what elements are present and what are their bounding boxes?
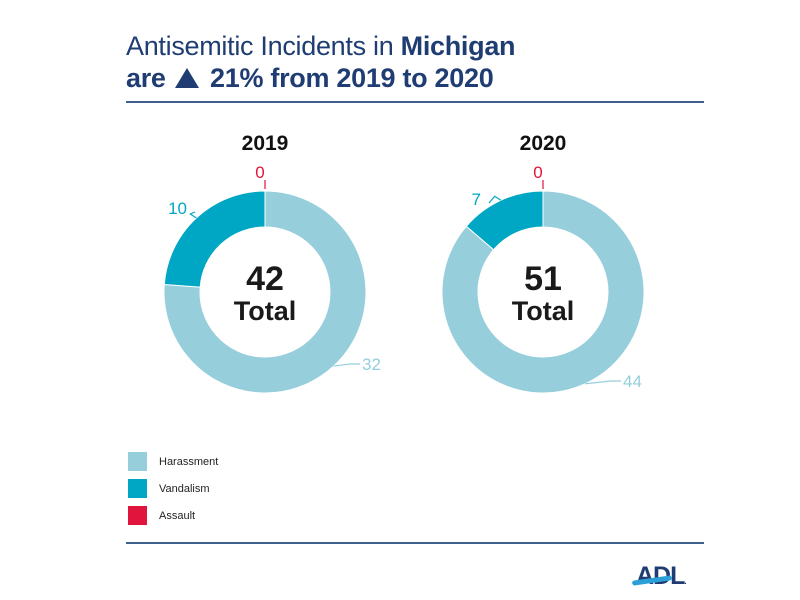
bottom-divider — [126, 542, 704, 544]
data-label-vandalism: 10 — [168, 199, 187, 218]
donut-slice-vandalism — [163, 190, 266, 288]
adl-logo: ADL. — [631, 562, 687, 591]
donut-slice-vandalism — [465, 190, 544, 251]
title-line-1: Antisemitic Incidents in Michigan — [126, 30, 516, 62]
legend-label: Assault — [159, 509, 196, 522]
legend-label: Harassment — [159, 455, 219, 468]
data-label-vandalism: 7 — [472, 190, 481, 209]
legend: Harassment Vandalism Assault — [128, 448, 218, 529]
donut-total-value: 51 — [524, 260, 562, 298]
up-triangle-icon — [174, 68, 199, 88]
donut-total-label: Total — [512, 296, 575, 326]
data-label-assault: 0 — [533, 163, 542, 182]
legend-swatch-vandalism — [128, 479, 147, 498]
title-prefix: Antisemitic Incidents in — [126, 31, 401, 61]
donut-title: 2020 — [520, 132, 567, 155]
logo-dot: . — [684, 577, 686, 586]
donut-slice-harassment — [163, 190, 367, 394]
legend-swatch-assault — [128, 506, 147, 525]
legend-label: Vandalism — [159, 482, 210, 495]
title-are: are — [126, 63, 166, 93]
legend-item-vandalism: Vandalism — [128, 475, 218, 502]
chart-title: Antisemitic Incidents in Michigan are 21… — [126, 30, 516, 94]
data-label-assault: 0 — [255, 163, 264, 182]
leader-line-vandalism — [488, 195, 502, 204]
data-label-harassment: 44 — [623, 372, 642, 391]
donut-total-label: Total — [234, 296, 297, 326]
legend-item-assault: Assault — [128, 502, 218, 529]
leader-line-vandalism — [189, 211, 197, 219]
legend-item-harassment: Harassment — [128, 448, 218, 475]
title-line-2: are 21% from 2019 to 2020 — [126, 62, 515, 94]
donut-total-value: 42 — [246, 260, 284, 298]
title-change-text: 21% from 2019 to 2020 — [210, 63, 494, 93]
leader-line-harassment — [333, 363, 360, 367]
leader-line-harassment — [585, 380, 621, 385]
donut-title: 2019 — [242, 132, 289, 155]
top-divider — [126, 101, 704, 103]
title-state: Michigan — [400, 31, 516, 61]
legend-swatch-harassment — [128, 452, 147, 471]
donut-slice-harassment — [441, 190, 645, 394]
data-label-harassment: 32 — [362, 355, 381, 374]
